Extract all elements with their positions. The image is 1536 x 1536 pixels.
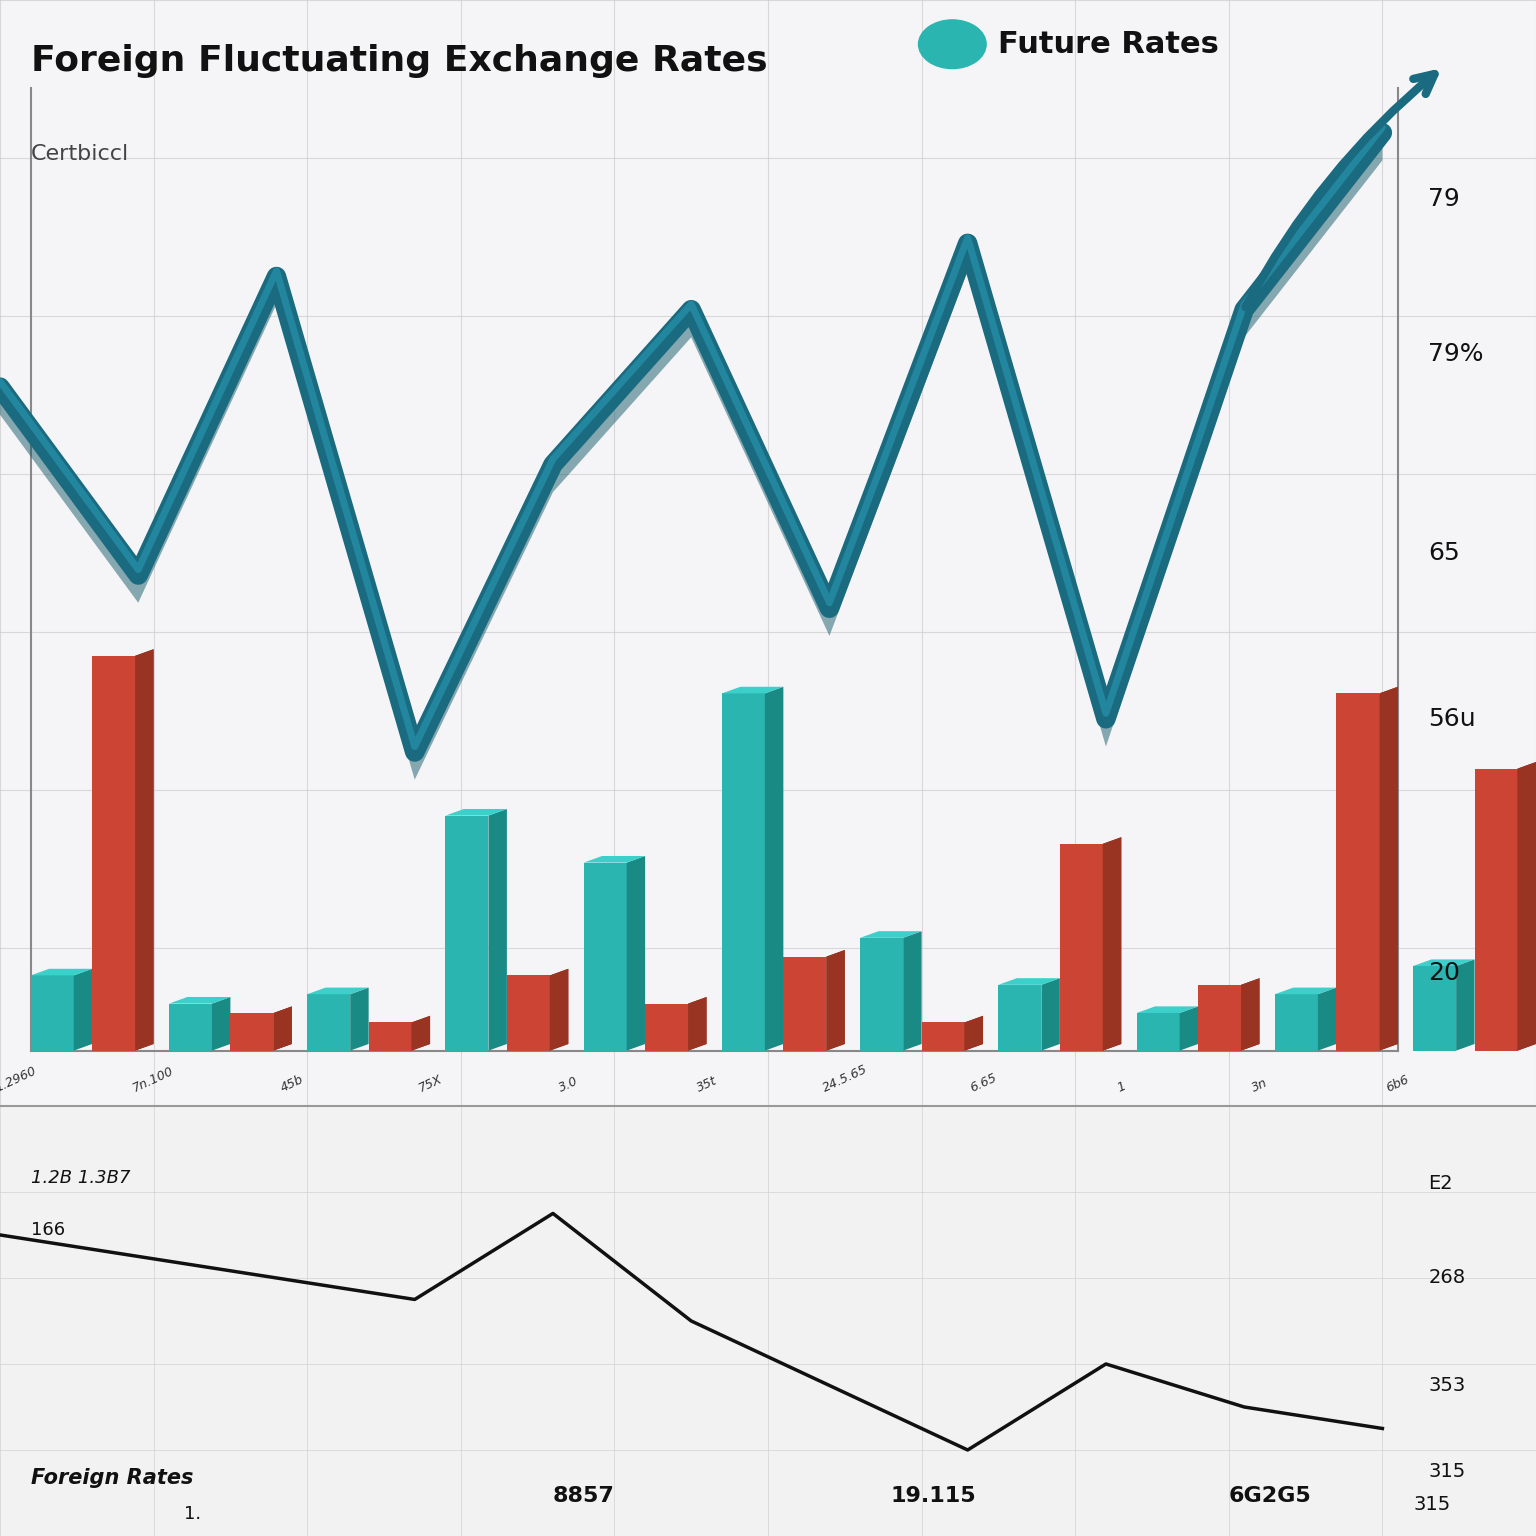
Polygon shape: [965, 1015, 983, 1051]
Bar: [645, 1003, 688, 1051]
Bar: [1475, 768, 1518, 1051]
Polygon shape: [903, 931, 922, 1051]
Text: 1.2B 1.3B7: 1.2B 1.3B7: [31, 1169, 131, 1187]
Polygon shape: [688, 997, 707, 1051]
Polygon shape: [998, 978, 1060, 985]
Text: 6b6: 6b6: [1384, 1074, 1412, 1095]
Bar: [369, 1023, 412, 1051]
Text: 45b: 45b: [278, 1074, 306, 1095]
Polygon shape: [31, 969, 92, 975]
Polygon shape: [1241, 978, 1260, 1051]
Bar: [722, 693, 765, 1051]
Text: 268: 268: [1428, 1269, 1465, 1287]
Polygon shape: [1456, 960, 1475, 1051]
Polygon shape: [1379, 687, 1398, 1051]
Polygon shape: [1180, 1006, 1198, 1051]
Bar: [1198, 985, 1241, 1051]
Polygon shape: [550, 969, 568, 1051]
Text: 24.5.65: 24.5.65: [820, 1063, 869, 1095]
Polygon shape: [488, 809, 507, 1051]
Polygon shape: [1518, 762, 1536, 1051]
Text: 3n: 3n: [1250, 1077, 1269, 1095]
Text: 8857: 8857: [553, 1485, 614, 1505]
Bar: [230, 1014, 273, 1051]
Text: Foreign Rates: Foreign Rates: [31, 1468, 194, 1488]
Text: 65: 65: [1428, 541, 1461, 565]
Text: 56u: 56u: [1428, 707, 1476, 731]
Bar: [1137, 1014, 1180, 1051]
Text: 35t: 35t: [694, 1074, 719, 1095]
Text: 1.: 1.: [184, 1505, 201, 1522]
Text: 7n.100: 7n.100: [131, 1064, 177, 1095]
Bar: [1060, 843, 1103, 1051]
Polygon shape: [1041, 978, 1060, 1051]
Polygon shape: [1413, 960, 1475, 966]
Text: 3.0: 3.0: [556, 1075, 581, 1095]
Bar: [584, 863, 627, 1051]
Bar: [445, 816, 488, 1051]
Bar: [1275, 994, 1318, 1051]
Polygon shape: [1275, 988, 1336, 994]
Text: 1.2960: 1.2960: [0, 1064, 38, 1095]
Polygon shape: [860, 931, 922, 938]
Polygon shape: [722, 687, 783, 693]
Text: Certbiccl: Certbiccl: [31, 144, 129, 164]
Polygon shape: [1318, 988, 1336, 1051]
Polygon shape: [1103, 837, 1121, 1051]
Text: 75X: 75X: [416, 1072, 444, 1095]
Text: 20: 20: [1428, 962, 1461, 985]
Polygon shape: [584, 856, 645, 863]
Polygon shape: [135, 650, 154, 1051]
Bar: [92, 656, 135, 1051]
Polygon shape: [826, 949, 845, 1051]
Text: 79%: 79%: [1428, 343, 1484, 366]
Text: 6.65: 6.65: [968, 1071, 998, 1095]
Text: E2: E2: [1428, 1174, 1453, 1193]
Polygon shape: [627, 856, 645, 1051]
Polygon shape: [273, 1006, 292, 1051]
Polygon shape: [350, 988, 369, 1051]
Bar: [998, 985, 1041, 1051]
Bar: [922, 1023, 965, 1051]
Text: Future Rates: Future Rates: [998, 29, 1220, 58]
Polygon shape: [212, 997, 230, 1051]
Polygon shape: [445, 809, 507, 816]
Bar: [31, 975, 74, 1051]
Text: 315: 315: [1413, 1495, 1450, 1514]
Text: 315: 315: [1428, 1462, 1465, 1481]
Text: 1: 1: [1115, 1080, 1127, 1095]
Polygon shape: [765, 687, 783, 1051]
Text: 19.115: 19.115: [891, 1485, 977, 1505]
Bar: [860, 938, 903, 1051]
Bar: [783, 957, 826, 1051]
Polygon shape: [74, 969, 92, 1051]
Polygon shape: [169, 997, 230, 1003]
Text: 353: 353: [1428, 1376, 1465, 1395]
Text: 6G2G5: 6G2G5: [1229, 1485, 1312, 1505]
Text: Foreign Fluctuating Exchange Rates: Foreign Fluctuating Exchange Rates: [31, 45, 768, 78]
Bar: [1336, 693, 1379, 1051]
Circle shape: [919, 20, 986, 69]
Bar: [307, 994, 350, 1051]
Bar: [169, 1003, 212, 1051]
Bar: [1413, 966, 1456, 1051]
Text: 79: 79: [1428, 187, 1461, 210]
Text: 166: 166: [31, 1221, 65, 1240]
Polygon shape: [1137, 1006, 1198, 1014]
Polygon shape: [412, 1015, 430, 1051]
Bar: [507, 975, 550, 1051]
Polygon shape: [307, 988, 369, 994]
Polygon shape: [0, 132, 1382, 780]
